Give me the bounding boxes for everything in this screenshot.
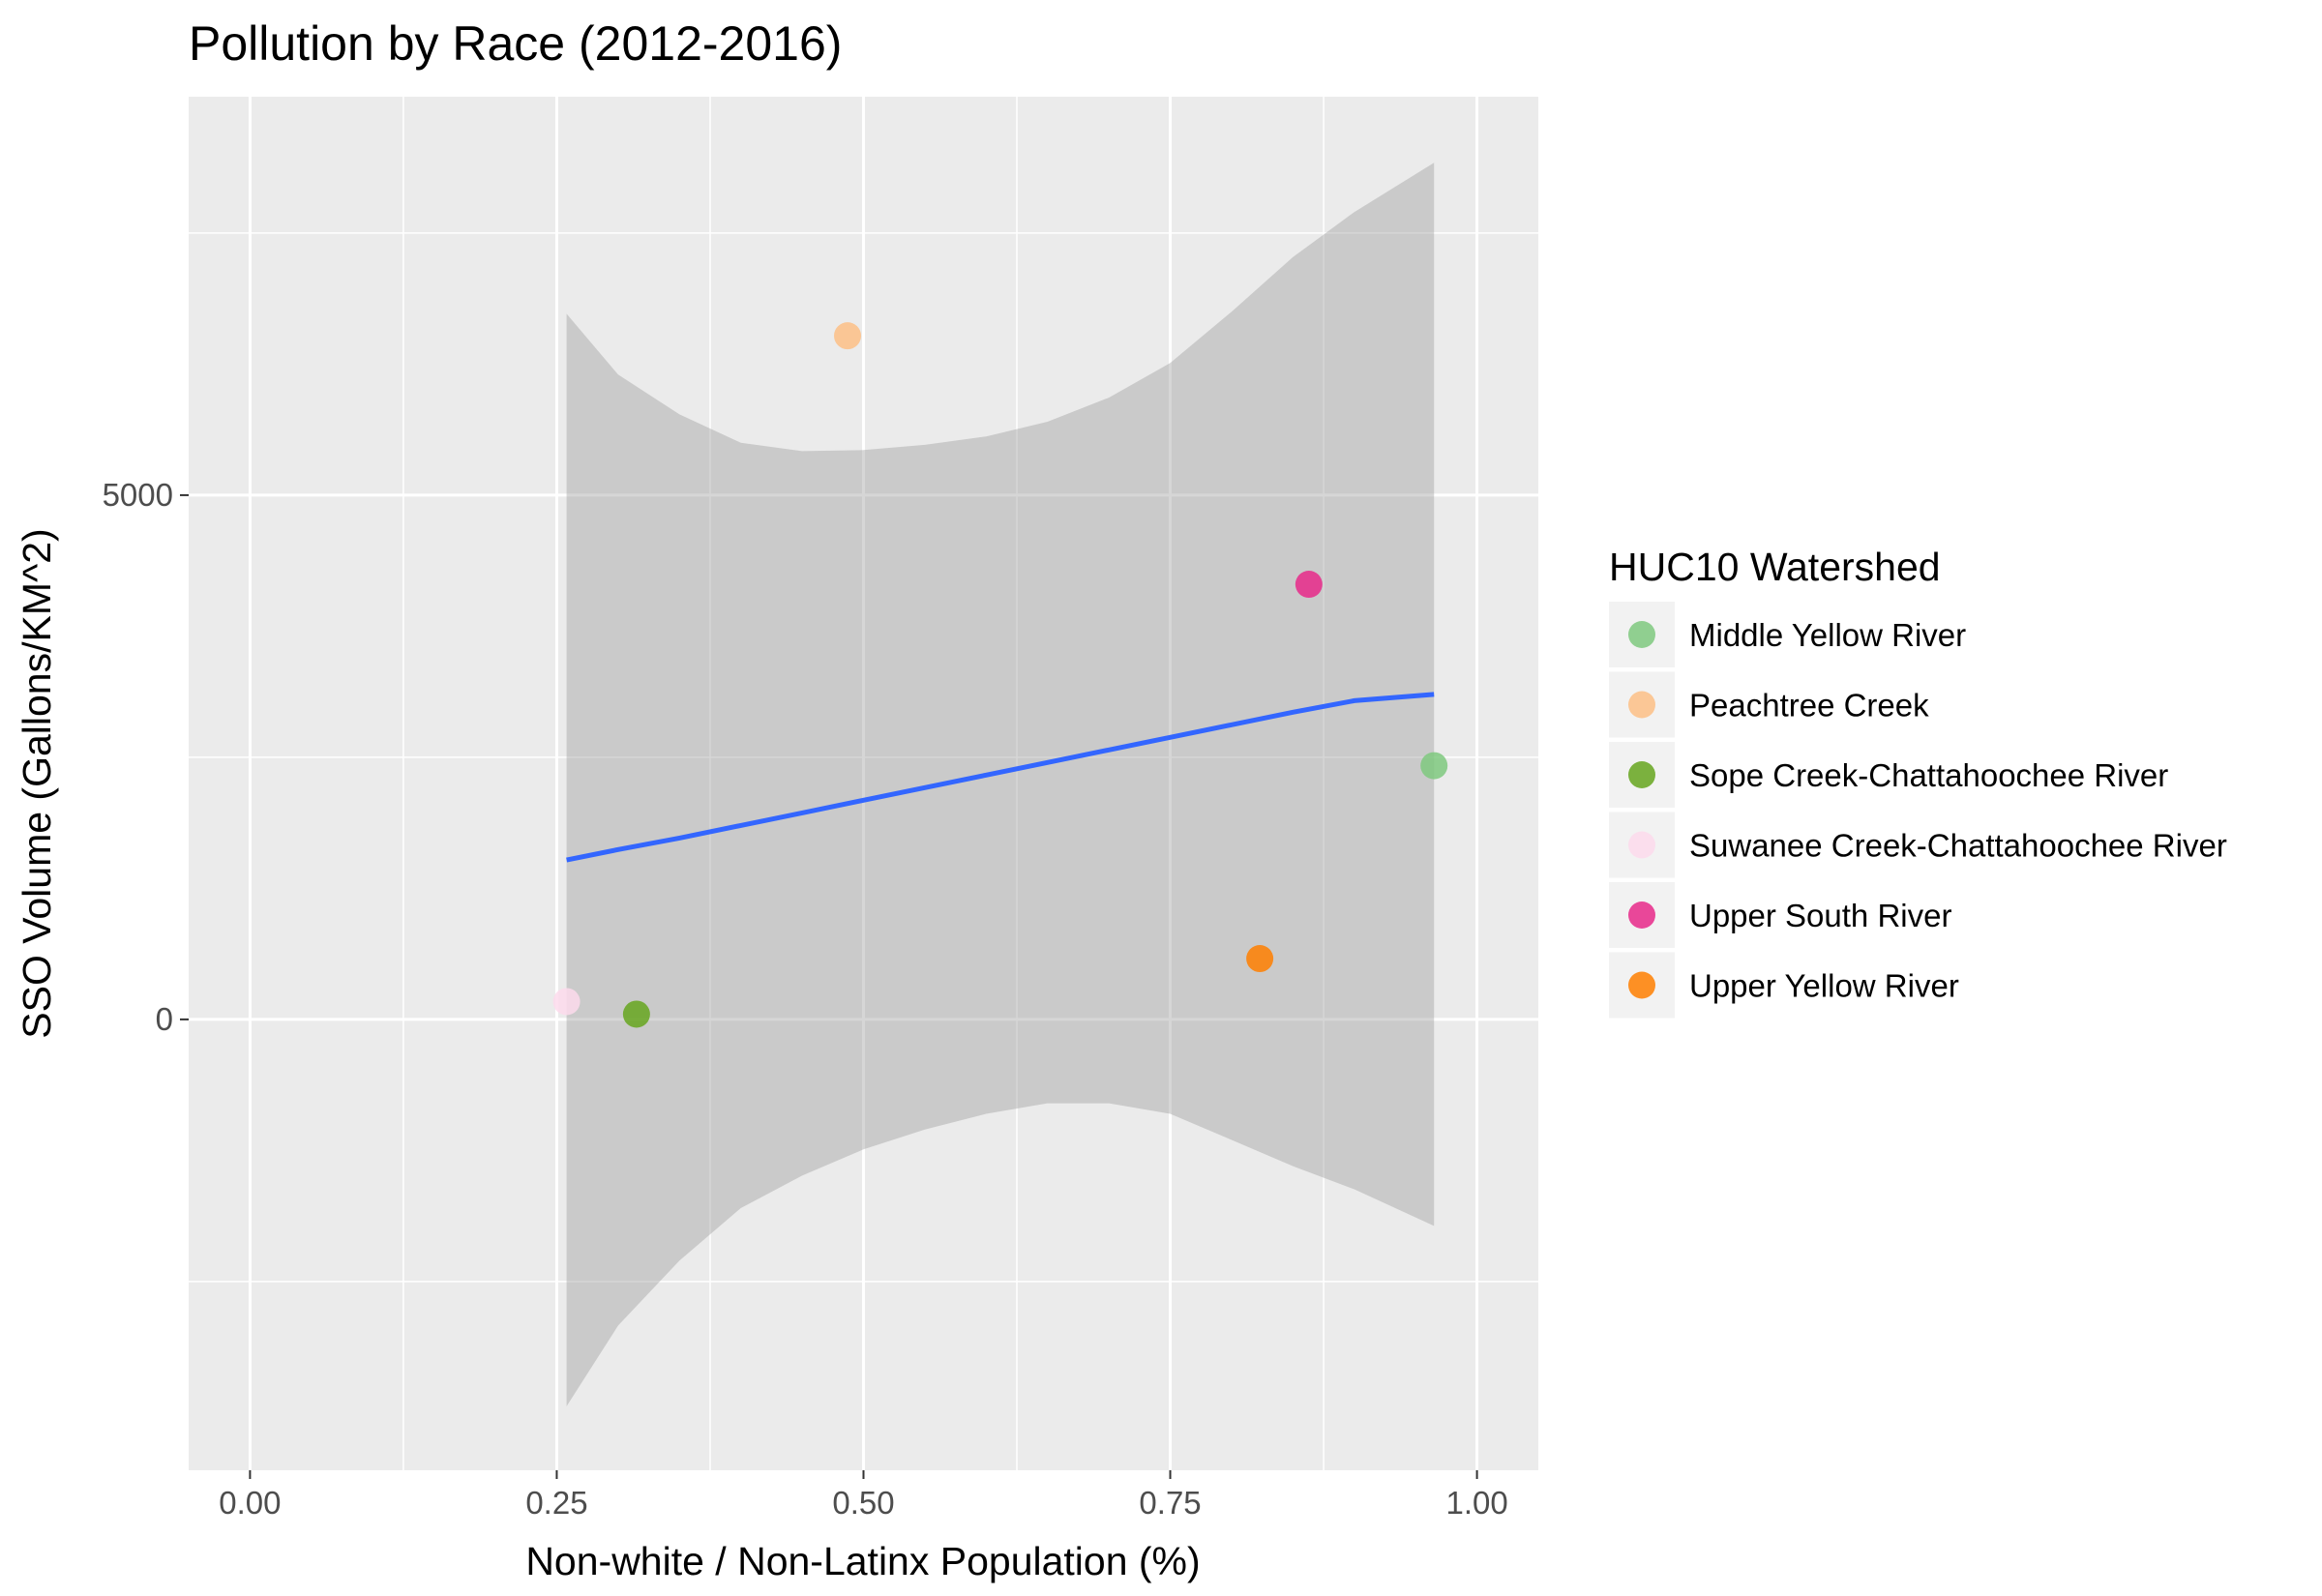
data-point [834, 322, 862, 350]
legend-swatch [1628, 901, 1655, 929]
legend-items: Middle Yellow River Peachtree Creek Sope C… [1609, 602, 2227, 1019]
major-gridlines [189, 97, 1538, 1470]
y-axis: 0 5000 [103, 477, 189, 1037]
legend-label: Suwanee Creek-Chattahoochee River [1689, 828, 2227, 864]
data-point [552, 988, 580, 1016]
legend: HUC10 Watershed Middle Yellow River Peach… [1609, 545, 2227, 1019]
chart-title: Pollution by Race (2012-2016) [189, 16, 842, 71]
confidence-band [566, 163, 1435, 1406]
legend-label: Middle Yellow River [1689, 617, 1966, 653]
x-tick-label: 1.00 [1445, 1485, 1507, 1521]
x-tick-label: 0.50 [832, 1485, 894, 1521]
x-tick-label: 0.00 [219, 1485, 281, 1521]
x-tick-label: 0.75 [1139, 1485, 1201, 1521]
legend-label: Sope Creek-Chattahoochee River [1689, 757, 2168, 793]
data-points [552, 322, 1448, 1028]
legend-swatch [1628, 761, 1655, 788]
legend-swatch [1628, 971, 1655, 999]
y-axis-title: SSO Volume (Gallons/KM^2) [15, 528, 59, 1038]
legend-swatch [1628, 831, 1655, 859]
legend-label: Peachtree Creek [1689, 688, 1929, 724]
data-point [622, 1000, 650, 1028]
data-point [1295, 571, 1323, 599]
data-point [1420, 752, 1448, 780]
legend-label: Upper South River [1689, 898, 1951, 933]
legend-title: HUC10 Watershed [1609, 545, 1941, 589]
regression-line [566, 692, 1435, 863]
legend-swatch [1628, 691, 1655, 719]
x-tick-label: 0.25 [525, 1485, 587, 1521]
data-point [1246, 945, 1274, 973]
y-tick-label: 5000 [103, 477, 173, 513]
y-tick-label: 0 [156, 1001, 173, 1037]
legend-swatch [1628, 621, 1655, 648]
legend-label: Upper Yellow River [1689, 968, 1959, 1004]
x-axis: 0.00 0.25 0.50 0.75 1.00 [219, 1470, 1508, 1521]
x-axis-title: Non-white / Non-Latinx Population (%) [525, 1539, 1200, 1583]
